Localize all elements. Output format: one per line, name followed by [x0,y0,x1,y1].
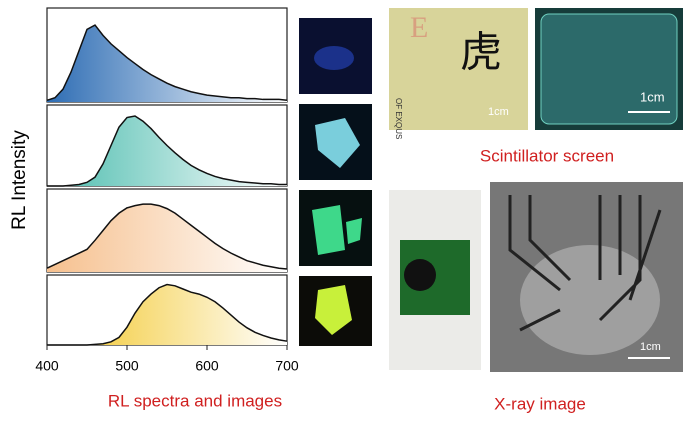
area-fill [47,204,287,272]
sample [315,285,352,335]
photo [389,8,528,130]
chip [404,259,436,291]
x-tick-label: 700 [275,358,299,374]
sample [315,118,360,168]
scale-label: 1cm [488,106,509,118]
spectrum-line [47,283,288,346]
area-fill [47,284,287,345]
spectrum-line [46,24,288,102]
x-tick-label: 600 [195,358,219,374]
xray-glow [520,245,660,355]
photo-text: E [410,11,428,44]
caption: RL spectra and images [108,391,282,410]
y-axis-label: RL Intensity [9,130,30,230]
scale-label: 1cm [640,89,665,104]
x-tick-label: 400 [35,358,59,374]
trace [508,195,662,332]
caption: X-ray image [494,394,586,413]
sample [314,46,354,70]
spectrum-line [47,115,287,187]
caption: Scintillator screen [480,146,614,165]
area-fill [47,25,287,102]
scale-label: 1cm [640,341,661,353]
area-fill [47,116,287,186]
spectrum-line [46,203,288,270]
sample [312,205,362,255]
screen [540,13,678,125]
photo-text: OF EXQUS [394,98,403,139]
x-tick-label: 500 [115,358,139,374]
photo-text: 虎 [460,28,502,77]
